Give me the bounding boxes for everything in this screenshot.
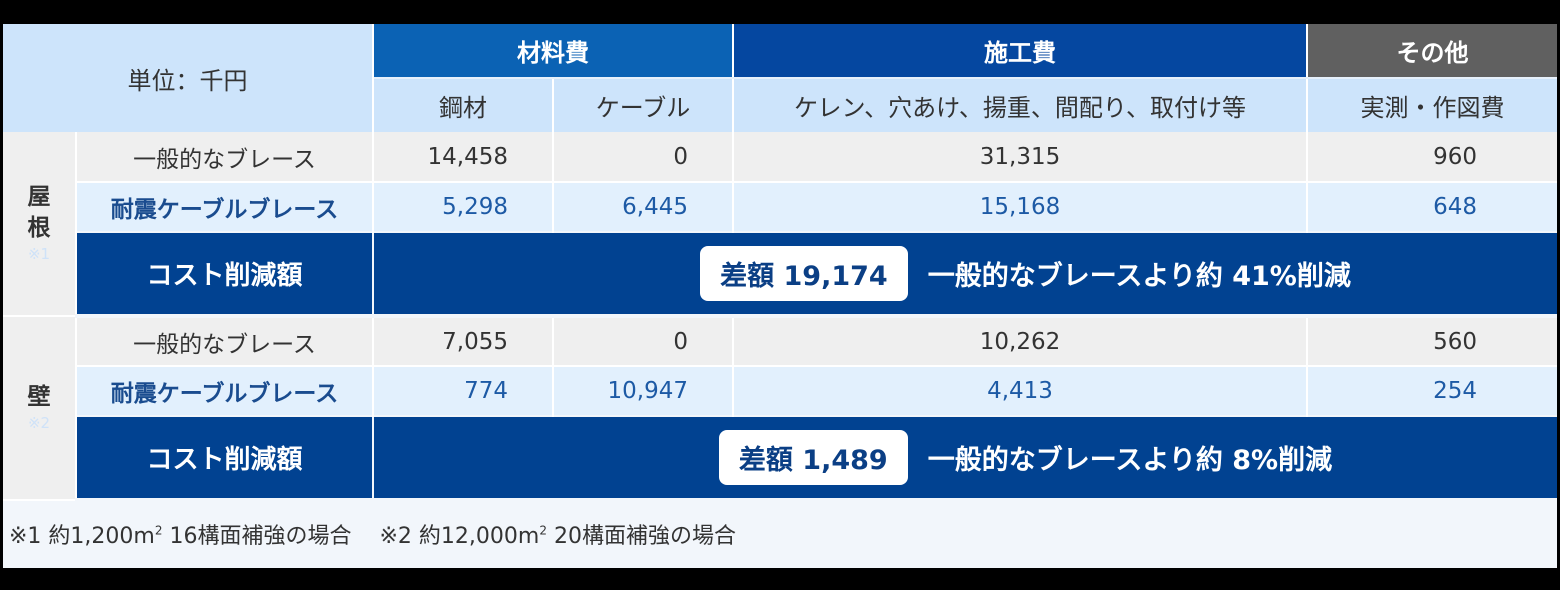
survey-subheader: 実測・作図費: [1307, 78, 1557, 132]
material-cost-header: 材料費: [373, 24, 734, 79]
other-value: 960: [1307, 132, 1557, 183]
steel-subheader: 鋼材: [373, 78, 554, 132]
cable-subheader: ケーブル: [553, 78, 734, 132]
cable-value: 0: [553, 132, 734, 183]
section-note: ※2: [27, 414, 51, 433]
section-label-line1: 壁: [27, 384, 51, 411]
difference-badge: 差額 1,489: [718, 430, 908, 485]
footnote: ※1 約1,200m2 16構面補強の場合 ※2 約12,000m2 20構面補…: [3, 502, 1557, 566]
difference-badge: 差額 19,174: [700, 246, 908, 301]
cable-value: 0: [553, 316, 734, 367]
footnote-1-suffix: 16構面補強の場合: [162, 524, 352, 549]
cost-comparison-table-container: 単位：千円 材料費 施工費 その他 鋼材 ケーブル ケレン、穴あけ、揚重、間配り…: [3, 24, 1557, 568]
row-label: 一般的なブレース: [76, 316, 374, 367]
row-label: 耐震ケーブルブレース: [76, 182, 374, 232]
table-row: 耐震ケーブルブレース 774 10,947 4,413 254: [3, 366, 1557, 416]
construction-cost-header: 施工費: [733, 24, 1308, 79]
steel-value: 14,458: [373, 132, 554, 183]
unit-label: 単位：千円: [3, 24, 374, 132]
other-value: 560: [1307, 316, 1557, 367]
section-note: ※1: [27, 245, 51, 264]
cost-reduction-row: コスト削減額 差額 1,489 一般的なブレースより約 8%削減: [3, 415, 1557, 502]
reduction-text: 一般的なブレースより約 8%削減: [927, 445, 1333, 476]
construction-value: 31,315: [733, 132, 1308, 183]
construction-detail-subheader: ケレン、穴あけ、揚重、間配り、取付け等: [733, 78, 1308, 132]
other-cost-header: その他: [1307, 24, 1557, 79]
steel-value: 774: [373, 366, 554, 416]
section-label-line1: 屋: [27, 184, 51, 211]
cost-comparison-table: 単位：千円 材料費 施工費 その他 鋼材 ケーブル ケレン、穴あけ、揚重、間配り…: [3, 24, 1557, 502]
table-row: 屋 根 ※1 一般的なブレース 14,458 0 31,315 960: [3, 132, 1557, 317]
section-label-wall: 壁 ※2: [3, 316, 77, 501]
cost-reduction-row: コスト削減額 差額 19,174 一般的なブレースより約 41%削減: [3, 231, 1557, 318]
cable-value: 10,947: [553, 366, 734, 416]
construction-value: 10,262: [733, 316, 1308, 367]
table-row: 耐震ケーブルブレース 5,298 6,445 15,168 648: [3, 182, 1557, 232]
steel-value: 5,298: [373, 182, 554, 232]
construction-value: 15,168: [733, 182, 1308, 232]
cost-reduction-cell: 差額 1,489 一般的なブレースより約 8%削減: [373, 415, 1557, 502]
table-row: 壁 ※2 一般的なブレース 7,055 0 10,262 560: [3, 316, 1557, 501]
section-label-line2: 根: [27, 215, 51, 242]
steel-value: 7,055: [373, 316, 554, 367]
other-value: 254: [1307, 366, 1557, 416]
row-label: 一般的なブレース: [76, 132, 374, 183]
cost-reduction-cell: 差額 19,174 一般的なブレースより約 41%削減: [373, 231, 1557, 318]
cable-value: 6,445: [553, 182, 734, 232]
section-label-roof: 屋 根 ※1: [3, 132, 77, 317]
superscript: 2: [154, 523, 163, 538]
cost-reduction-label: コスト削減額: [76, 415, 374, 502]
other-value: 648: [1307, 182, 1557, 232]
cost-reduction-label: コスト削減額: [76, 231, 374, 318]
footnote-1-prefix: ※1 約1,200m: [9, 524, 155, 549]
footnote-2-suffix: 20構面補強の場合: [546, 524, 736, 549]
reduction-text: 一般的なブレースより約 41%削減: [927, 261, 1351, 292]
construction-value: 4,413: [733, 366, 1308, 416]
row-label: 耐震ケーブルブレース: [76, 366, 374, 416]
superscript: 2: [539, 523, 547, 538]
footnote-2-prefix: ※2 約12,000m: [379, 524, 540, 549]
